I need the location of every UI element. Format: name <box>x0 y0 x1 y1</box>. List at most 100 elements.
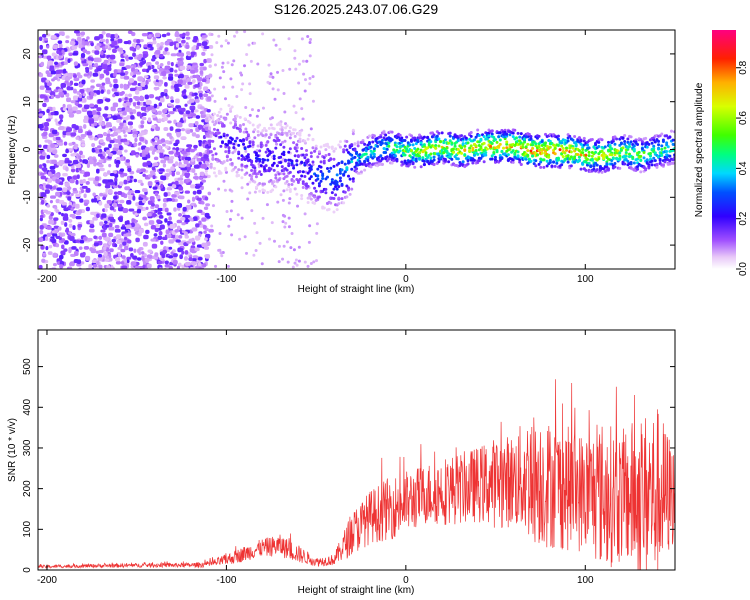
heatmap-cell <box>152 162 159 167</box>
heatmap-cell <box>663 146 667 150</box>
heatmap-cell <box>613 161 617 165</box>
heatmap-cell <box>52 252 58 257</box>
heatmap-cell <box>145 229 150 235</box>
heatmap-cell <box>93 235 98 240</box>
heatmap-cell <box>61 212 65 217</box>
heatmap-cell <box>194 121 199 126</box>
heatmap-cell <box>122 138 128 143</box>
heatmap-cell <box>197 257 203 261</box>
heatmap-cell <box>175 42 180 48</box>
heatmap-cell <box>590 158 594 162</box>
heatmap-cell <box>206 123 210 127</box>
heatmap-cell <box>64 57 69 62</box>
heatmap-cell <box>217 187 221 191</box>
heatmap-cell <box>42 49 48 55</box>
heatmap-cell <box>244 149 248 153</box>
heatmap-cell <box>327 169 331 173</box>
heatmap-cell <box>248 144 252 148</box>
heatmap-cell <box>585 157 589 161</box>
heatmap-cell <box>210 32 214 36</box>
heatmap-cell <box>207 191 212 196</box>
heatmap-cell <box>70 168 76 173</box>
heatmap-cell <box>274 173 278 177</box>
heatmap-cell <box>652 147 656 151</box>
heatmap-cell <box>206 132 210 136</box>
heatmap-cell <box>102 246 107 251</box>
heatmap-cell <box>42 131 48 137</box>
heatmap-cell <box>169 135 173 139</box>
heatmap-cell <box>319 170 323 174</box>
heatmap-cell <box>498 142 502 146</box>
heatmap-cell <box>192 74 197 79</box>
heatmap-cell <box>545 159 549 163</box>
x-tick-label: -200 <box>37 575 57 586</box>
heatmap-cell <box>337 196 341 200</box>
heatmap-cell <box>99 73 105 79</box>
heatmap-cell <box>184 235 189 239</box>
heatmap-cell <box>46 82 52 87</box>
heatmap-cell <box>208 117 212 121</box>
heatmap-cell <box>332 157 336 161</box>
heatmap-cell <box>545 164 549 168</box>
heatmap-cell <box>303 174 307 178</box>
heatmap-cell <box>251 140 255 144</box>
heatmap-cell <box>65 227 69 233</box>
heatmap-cell <box>346 186 350 190</box>
heatmap-cell <box>159 46 163 51</box>
heatmap-cell <box>292 248 296 252</box>
heatmap-cell <box>120 248 126 253</box>
colorbar-gradient <box>712 30 736 269</box>
heatmap-cell <box>297 245 301 249</box>
heatmap-cell <box>128 194 134 200</box>
heatmap-cell <box>661 163 665 167</box>
heatmap-cell <box>490 129 494 133</box>
heatmap-cell <box>47 171 52 177</box>
heatmap-cell <box>348 177 352 181</box>
heatmap-cell <box>498 153 502 157</box>
snr-x-label: Height of straight line (km) <box>298 585 415 596</box>
heatmap-cell <box>243 64 247 68</box>
heatmap-cell <box>134 231 139 235</box>
heatmap-cell <box>45 184 51 189</box>
heatmap-cell <box>61 49 65 54</box>
heatmap-cell <box>185 205 192 210</box>
heatmap-cell <box>429 156 433 160</box>
heatmap-cell <box>146 160 151 166</box>
heatmap-cell <box>68 201 73 206</box>
heatmap-cell <box>319 179 323 183</box>
heatmap-cell <box>103 251 108 257</box>
heatmap-cell <box>272 38 276 42</box>
heatmap-cell <box>495 140 499 144</box>
heatmap-cell <box>117 206 124 212</box>
heatmap-cell <box>613 135 617 139</box>
heatmap-cell <box>246 133 250 137</box>
heatmap-cell <box>450 157 454 161</box>
heatmap-cell <box>40 175 47 180</box>
heatmap-cell <box>158 102 163 107</box>
heatmap-cell <box>66 104 72 109</box>
heatmap-cell <box>556 143 560 147</box>
heatmap-cell <box>343 144 347 148</box>
heatmap-cell <box>157 235 163 240</box>
heatmap-cell <box>78 246 83 250</box>
heatmap-cell <box>257 162 261 166</box>
heatmap-cell <box>73 258 79 264</box>
heatmap-cell <box>224 150 228 154</box>
heatmap-cell <box>214 174 218 178</box>
heatmap-cell <box>48 133 55 138</box>
heatmap-cell <box>353 142 357 146</box>
heatmap-cell <box>281 69 285 73</box>
heatmap-cell <box>70 192 74 196</box>
heatmap-cell <box>122 125 129 131</box>
heatmap-cell <box>147 249 153 253</box>
heatmap-cell <box>335 173 339 177</box>
heatmap-cell <box>113 83 119 89</box>
heatmap-cell <box>329 157 333 161</box>
heatmap-cell <box>552 160 556 164</box>
heatmap-cell <box>169 41 174 47</box>
heatmap-cell <box>206 215 211 219</box>
heatmap-cell <box>308 82 312 86</box>
heatmap-cell <box>63 213 69 218</box>
heatmap-cell <box>94 176 100 182</box>
